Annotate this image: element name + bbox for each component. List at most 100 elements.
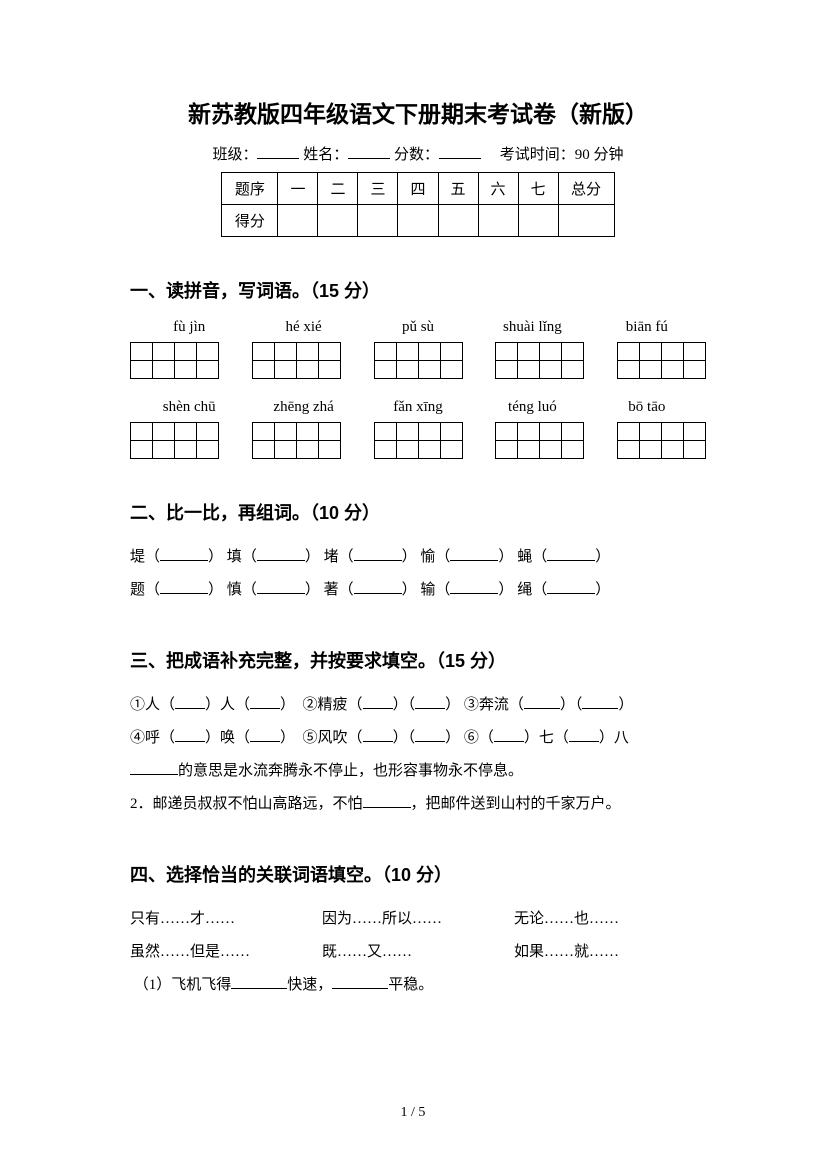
section-heading: 三、把成语补充完整，并按要求填空。（15 分） <box>130 647 706 673</box>
table-row: 题序 一 二 三 四 五 六 七 总分 <box>222 173 614 205</box>
answer-blank[interactable] <box>450 546 498 561</box>
answer-blank[interactable] <box>175 727 205 742</box>
answer-blank[interactable] <box>524 694 560 709</box>
section-2: 二、比一比，再组词。（10 分） 堤（） 填（） 堵（） 愉（） 蝇（） 题（）… <box>130 499 706 607</box>
answer-blank[interactable] <box>160 579 208 594</box>
pinyin-label: pǔ sù <box>361 319 475 336</box>
conjunction-option: 既……又…… <box>322 936 514 969</box>
char-grid[interactable] <box>617 422 706 459</box>
pinyin-label: hé xié <box>246 319 360 336</box>
score-cell[interactable] <box>438 205 478 237</box>
idiom-text: ） <box>280 697 295 713</box>
question-text: 2．邮递员叔叔不怕山高路远，不怕 <box>130 796 363 812</box>
answer-blank[interactable] <box>354 579 402 594</box>
answer-blank[interactable] <box>354 546 402 561</box>
conjunction-row: 只有……才…… 因为……所以…… 无论……也…… <box>130 903 706 936</box>
conjunction-row: 虽然……但是…… 既……又…… 如果……就…… <box>130 936 706 969</box>
header-label: 题序 <box>222 173 278 205</box>
exercise-line: 的意思是水流奔腾永不停止，也形容事物永不停息。 <box>130 755 706 788</box>
char-grid[interactable] <box>252 342 341 379</box>
class-blank[interactable] <box>257 158 299 159</box>
score-cell[interactable] <box>478 205 518 237</box>
score-cell[interactable] <box>398 205 438 237</box>
table-row: 得分 <box>222 205 614 237</box>
char-label: 输 <box>420 582 435 598</box>
answer-blank[interactable] <box>332 974 388 989</box>
idiom-text: ④呼（ <box>130 730 175 746</box>
question-text: （1）飞机飞得 <box>134 977 232 993</box>
char-grid[interactable] <box>374 422 463 459</box>
char-label: 填 <box>227 549 242 565</box>
answer-blank[interactable] <box>363 694 393 709</box>
score-blank[interactable] <box>439 158 481 159</box>
idiom-text: ）（ <box>560 697 583 713</box>
char-grid[interactable] <box>252 422 341 459</box>
pinyin-label: shuài lǐng <box>475 319 589 336</box>
answer-blank[interactable] <box>160 546 208 561</box>
answer-blank[interactable] <box>363 793 411 808</box>
char-grid[interactable] <box>617 342 706 379</box>
answer-blank[interactable] <box>569 727 599 742</box>
exercise-line: 堤（） 填（） 堵（） 愉（） 蝇（） <box>130 541 706 574</box>
char-label: 著 <box>324 582 339 598</box>
score-cell[interactable] <box>518 205 558 237</box>
answer-blank[interactable] <box>130 760 178 775</box>
idiom-text: ） <box>618 697 633 713</box>
exam-title: 新苏教版四年级语文下册期末考试卷（新版） <box>130 95 706 129</box>
idiom-text: ③奔流（ <box>464 697 524 713</box>
pinyin-label: fù jìn <box>132 319 246 336</box>
answer-blank[interactable] <box>415 694 445 709</box>
score-cell[interactable] <box>318 205 358 237</box>
char-label: 题 <box>130 582 145 598</box>
exercise-line: 题（） 慎（） 著（） 输（） 绳（） <box>130 574 706 607</box>
idiom-text: ）人（ <box>205 697 250 713</box>
name-blank[interactable] <box>348 158 390 159</box>
pinyin-label: fǎn xīng <box>361 399 475 416</box>
answer-blank[interactable] <box>363 727 393 742</box>
conjunction-option: 只有……才…… <box>130 903 322 936</box>
col-label: 总分 <box>558 173 614 205</box>
answer-blank[interactable] <box>257 546 305 561</box>
answer-blank[interactable] <box>547 579 595 594</box>
col-label: 七 <box>518 173 558 205</box>
page-number: 1 / 5 <box>0 1105 826 1121</box>
answer-blank[interactable] <box>175 694 205 709</box>
section-3: 三、把成语补充完整，并按要求填空。（15 分） ①人（）人（） ②精疲（）（） … <box>130 647 706 821</box>
section-1: 一、读拼音，写词语。（15 分） fù jìn hé xié pǔ sù shu… <box>130 277 706 459</box>
idiom-text: ①人（ <box>130 697 175 713</box>
answer-blank[interactable] <box>250 727 280 742</box>
char-label: 愉 <box>420 549 435 565</box>
char-label: 蝇 <box>517 549 532 565</box>
idiom-text: ⑥（ <box>464 730 494 746</box>
answer-blank[interactable] <box>250 694 280 709</box>
answer-blank[interactable] <box>415 727 445 742</box>
answer-blank[interactable] <box>582 694 618 709</box>
answer-blank[interactable] <box>231 974 287 989</box>
answer-blank[interactable] <box>547 546 595 561</box>
conjunction-option: 因为……所以…… <box>322 903 514 936</box>
answer-blank[interactable] <box>450 579 498 594</box>
idiom-text: ②精疲（ <box>303 697 363 713</box>
answer-blank[interactable] <box>494 727 524 742</box>
pinyin-label: bō tāo <box>590 399 704 416</box>
section-heading: 一、读拼音，写词语。（15 分） <box>130 277 706 303</box>
idiom-text: ⑤风吹（ <box>303 730 363 746</box>
char-grid[interactable] <box>495 422 584 459</box>
score-cell[interactable] <box>278 205 318 237</box>
char-grid[interactable] <box>130 342 219 379</box>
pinyin-row: shèn chū zhēng zhá fǎn xīng téng luó bō … <box>130 399 706 416</box>
conjunction-option: 无论……也…… <box>514 903 706 936</box>
score-cell[interactable] <box>358 205 398 237</box>
exercise-line: ④呼（）唤（） ⑤风吹（）（） ⑥（）七（）八 <box>130 722 706 755</box>
char-grid[interactable] <box>495 342 584 379</box>
score-label: 分数： <box>394 147 439 163</box>
pinyin-label: shèn chū <box>132 399 246 416</box>
char-grid[interactable] <box>130 422 219 459</box>
pinyin-row: fù jìn hé xié pǔ sù shuài lǐng biān fú <box>130 319 706 336</box>
idiom-text: ）七（ <box>524 730 569 746</box>
pinyin-label: téng luó <box>475 399 589 416</box>
answer-blank[interactable] <box>257 579 305 594</box>
char-grid[interactable] <box>374 342 463 379</box>
question-text: ，把邮件送到山村的千家万户。 <box>411 796 621 812</box>
score-cell[interactable] <box>558 205 614 237</box>
